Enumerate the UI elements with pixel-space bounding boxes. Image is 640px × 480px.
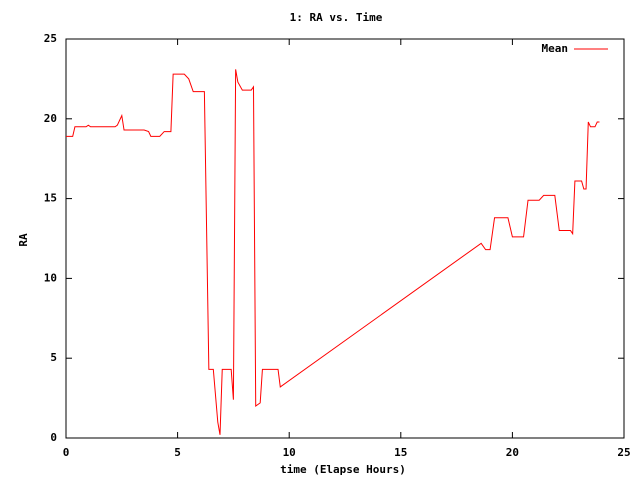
y-tick-label: 10 <box>44 271 57 284</box>
y-tick-label: 5 <box>50 351 57 364</box>
y-axis-label: RA <box>17 233 30 247</box>
x-tick-label: 25 <box>617 446 630 459</box>
legend-label: Mean <box>542 42 569 55</box>
chart-title: 1: RA vs. Time <box>290 11 383 24</box>
x-tick-label: 20 <box>506 446 519 459</box>
plot-border <box>65 38 625 439</box>
y-tick-label: 15 <box>44 192 57 205</box>
x-axis-label: time (Elapse Hours) <box>280 463 406 476</box>
x-tick-label: 0 <box>63 446 70 459</box>
y-tick-label: 20 <box>44 112 57 125</box>
x-tick-label: 10 <box>283 446 296 459</box>
y-tick-label: 0 <box>50 431 57 444</box>
x-tick-label: 5 <box>174 446 181 459</box>
x-tick-label: 15 <box>394 446 407 459</box>
y-tick-label: 25 <box>44 32 57 45</box>
data-line <box>66 69 600 435</box>
